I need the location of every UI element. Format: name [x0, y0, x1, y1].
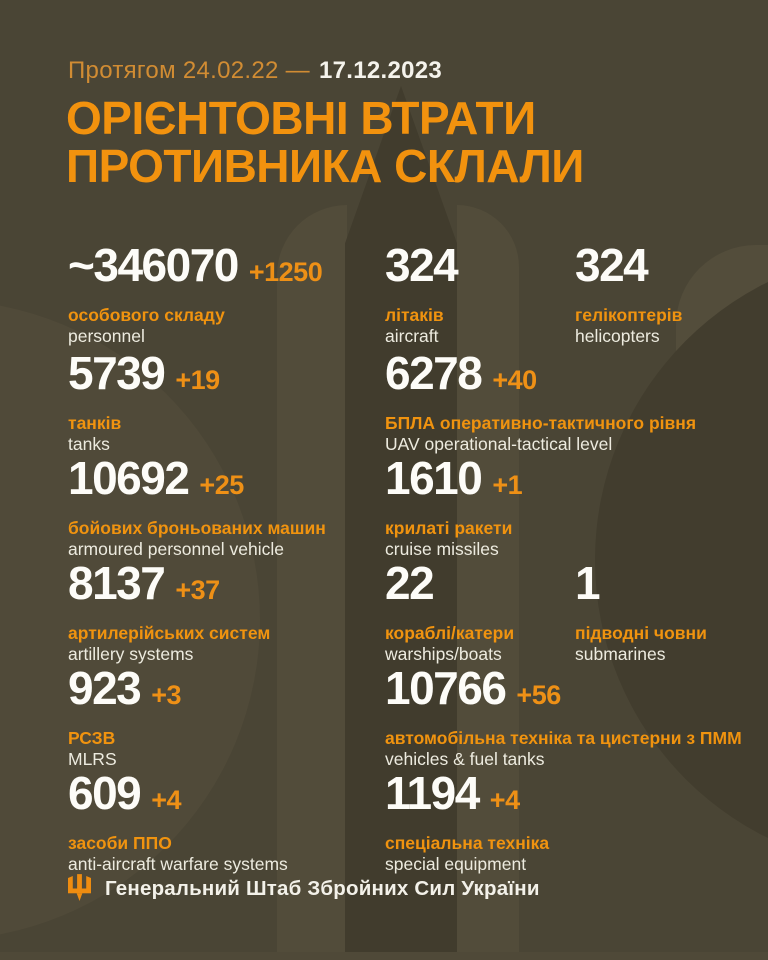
tryzub-trident-icon: [68, 874, 91, 901]
stat-label-en: UAV operational-tactical level: [385, 434, 613, 454]
stat-value: 6278: [385, 347, 483, 399]
page-title: ОРІЄНТОВНІ ВТРАТИ ПРОТИВНИКА СКЛАЛИ: [66, 94, 584, 190]
stat-label-en: submarines: [575, 644, 666, 664]
stats-row-5: 923 +3 РСЗВ MLRS 10766 +56 автомобільна те…: [0, 665, 768, 770]
stat-label-uk: танків: [68, 413, 122, 433]
stat-label-uk: підводні човни: [575, 623, 707, 643]
stat-label-uk: літаків: [385, 305, 444, 325]
stat-label-uk: особового складу: [68, 305, 225, 325]
stat-delta: +37: [175, 575, 220, 605]
stat-uav: 6278 +40 БПЛА оперативно-тактичного рівня…: [385, 350, 697, 455]
stat-delta: +56: [516, 680, 561, 710]
stat-aircraft: 324 літаків aircraft: [385, 242, 468, 347]
stat-value: ~346070: [68, 239, 239, 291]
stat-label-en: armoured personnel vehicle: [68, 539, 284, 559]
period-prefix: Протягом 24.02.22 —: [68, 57, 310, 84]
stat-value: 8137: [68, 557, 166, 609]
footer-organization: Генеральний Штаб Збройних Сил України: [105, 876, 540, 900]
watermark-bottom-strip: [0, 952, 768, 960]
stat-label-en: warships/boats: [385, 644, 502, 664]
stat-value: 923: [68, 662, 142, 714]
stat-label-uk: крилаті ракети: [385, 518, 513, 538]
stat-delta: +19: [175, 365, 220, 395]
stat-label-en: tanks: [68, 434, 110, 454]
stat-label-en: vehicles & fuel tanks: [385, 749, 545, 769]
stats-row-6: 609 +4 засоби ППО anti-aircraft warfare s…: [0, 770, 768, 875]
stat-value: 10766: [385, 662, 507, 714]
stat-value: 609: [68, 767, 142, 819]
stats-row-3: 10692 +25 бойових броньованих машин armou…: [0, 455, 768, 560]
stat-personnel: ~346070 +1250 особового складу personnel: [68, 242, 323, 347]
stat-label-uk: артилерійських систем: [68, 623, 271, 643]
stat-artillery: 8137 +37 артилерійських систем artillery …: [68, 560, 271, 665]
page-title-line2: ПРОТИВНИКА СКЛАЛИ: [66, 140, 584, 192]
stat-label-uk: спеціальна техніка: [385, 833, 550, 853]
stat-submarines: 1 підводні човни submarines: [575, 560, 707, 665]
stat-tanks: 5739 +19 танків tanks: [68, 350, 220, 455]
stat-warships: 22 кораблі/катери warships/boats: [385, 560, 515, 665]
period-end-date: 17.12.2023: [318, 57, 443, 84]
page-title-line1: ОРІЄНТОВНІ ВТРАТИ: [66, 92, 536, 144]
stat-cruise-missiles: 1610 +1 крилаті ракети cruise missiles: [385, 455, 523, 560]
stat-armoured-vehicles: 10692 +25 бойових броньованих машин armou…: [68, 455, 326, 560]
stat-value: 324: [575, 239, 649, 291]
stat-label-uk: бойових броньованих машин: [68, 518, 326, 538]
stats-row-1: ~346070 +1250 особового складу personnel …: [0, 242, 768, 347]
stat-value: 5739: [68, 347, 166, 399]
stat-label-en: personnel: [68, 326, 145, 346]
stat-value: 10692: [68, 452, 190, 504]
stats-row-2: 5739 +19 танків tanks 6278 +40 БПЛА операт…: [0, 350, 768, 455]
stat-label-uk: автомобільна техніка та цистерни з ПММ: [385, 728, 742, 748]
stat-label-en: aircraft: [385, 326, 439, 346]
stat-label-en: cruise missiles: [385, 539, 499, 559]
stats-row-4: 8137 +37 артилерійських систем artillery …: [0, 560, 768, 665]
stat-value: 1610: [385, 452, 483, 504]
stat-value: 324: [385, 239, 459, 291]
stat-label-uk: БПЛА оперативно-тактичного рівня: [385, 413, 697, 433]
stat-helicopters: 324 гелікоптерів helicopters: [575, 242, 683, 347]
stat-value: 22: [385, 557, 435, 609]
stat-label-uk: кораблі/катери: [385, 623, 515, 643]
stat-label-en: artillery systems: [68, 644, 194, 664]
stat-label-en: MLRS: [68, 749, 117, 769]
stat-delta: +4: [489, 785, 520, 815]
stat-label-en: anti-aircraft warfare systems: [68, 854, 288, 874]
stat-value: 1: [575, 557, 601, 609]
period-line: Протягом 24.02.22 — 17.12.2023: [68, 57, 442, 85]
stat-label-uk: РСЗВ: [68, 728, 116, 748]
stat-label-uk: засоби ППО: [68, 833, 172, 853]
footer: Генеральний Штаб Збройних Сил України: [68, 874, 540, 903]
stat-delta: +1: [492, 470, 523, 500]
stat-mlrs: 923 +3 РСЗВ MLRS: [68, 665, 182, 770]
stat-delta: +3: [151, 680, 182, 710]
stat-anti-aircraft: 609 +4 засоби ППО anti-aircraft warfare s…: [68, 770, 288, 875]
stat-value: 1194: [385, 767, 480, 819]
stat-delta: +40: [492, 365, 537, 395]
stat-label-en: helicopters: [575, 326, 660, 346]
stat-label-uk: гелікоптерів: [575, 305, 683, 325]
stat-vehicles-fuel-tanks: 10766 +56 автомобільна техніка та цистерн…: [385, 665, 742, 770]
stat-delta: +1250: [248, 257, 323, 287]
stat-label-en: special equipment: [385, 854, 527, 874]
stat-delta: +4: [151, 785, 182, 815]
stat-delta: +25: [199, 470, 244, 500]
stat-special-equipment: 1194 +4 спеціальна техніка special equipm…: [385, 770, 550, 875]
